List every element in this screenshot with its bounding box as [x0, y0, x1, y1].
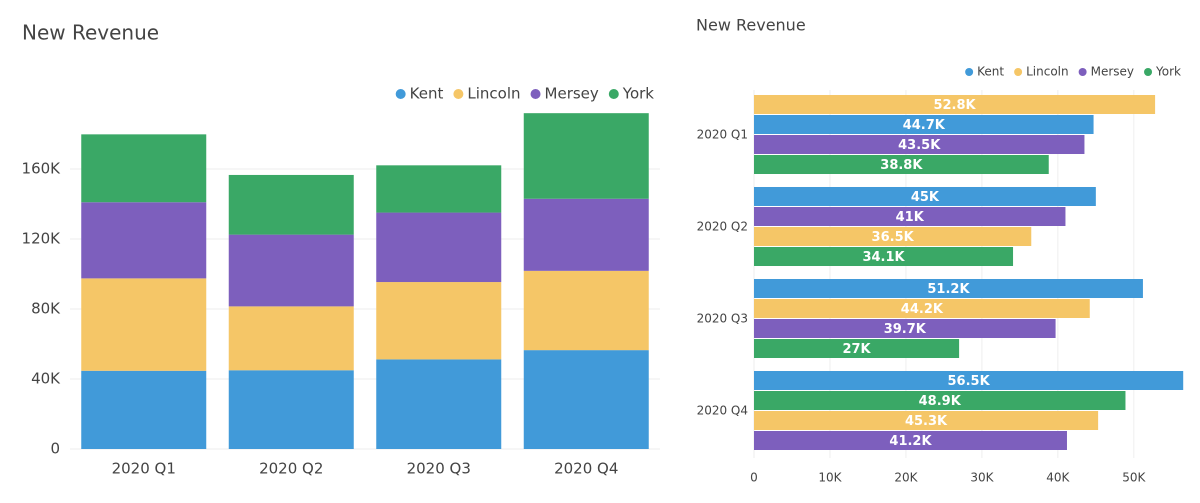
- y-tick-label: 2020 Q1: [697, 128, 748, 142]
- value-label: 27K: [842, 342, 871, 357]
- bar-segment: [228, 234, 354, 307]
- bar: [754, 299, 1090, 318]
- bar-segment: [228, 174, 354, 235]
- bar: [754, 279, 1143, 298]
- bar-segment: [376, 165, 502, 213]
- x-tick-label: 30K: [970, 471, 994, 485]
- value-label: 56.5K: [948, 374, 991, 389]
- value-label: 44.7K: [903, 118, 946, 133]
- legend-marker: [1014, 68, 1023, 76]
- bar-segment: [228, 306, 354, 371]
- x-tick-label: 2020 Q2: [259, 460, 323, 478]
- bar-segment: [81, 370, 207, 449]
- bar: [754, 371, 1184, 390]
- legend-label: Lincoln: [467, 85, 520, 103]
- legend-label: Mersey: [545, 85, 599, 103]
- value-label: 45K: [911, 190, 940, 205]
- value-label: 34.1K: [862, 250, 905, 265]
- bar-segment: [376, 359, 502, 449]
- bar-segment: [523, 198, 649, 271]
- bar-segment: [376, 282, 502, 360]
- chart-title: New Revenue: [22, 21, 159, 45]
- legend-label: Kent: [410, 85, 444, 103]
- value-label: 43.5K: [898, 138, 941, 153]
- value-label: 39.7K: [884, 322, 927, 337]
- bar: [754, 247, 1014, 266]
- bar: [754, 431, 1067, 450]
- legend-label: York: [622, 85, 655, 103]
- bar: [754, 411, 1099, 430]
- bar: [754, 95, 1156, 114]
- x-tick-label: 50K: [1122, 471, 1146, 485]
- legend-label: Lincoln: [1026, 65, 1069, 79]
- y-tick-label: 0: [50, 440, 60, 458]
- legend-marker: [395, 89, 406, 99]
- bar: [754, 207, 1066, 226]
- bar: [754, 115, 1094, 134]
- y-tick-label: 120K: [22, 230, 62, 248]
- bar: [754, 339, 960, 358]
- bar-segment: [81, 202, 207, 279]
- y-tick-label: 40K: [31, 370, 61, 388]
- y-tick-label: 2020 Q3: [697, 312, 748, 326]
- x-tick-label: 40K: [1046, 471, 1070, 485]
- bar-segment: [81, 278, 207, 371]
- bar-segment: [81, 134, 207, 203]
- bar-segment: [523, 113, 649, 199]
- bar-segment: [523, 270, 649, 351]
- value-label: 36.5K: [872, 230, 915, 245]
- legend-label: Mersey: [1091, 65, 1134, 79]
- value-label: 45.3K: [905, 414, 948, 429]
- y-tick-label: 160K: [22, 160, 62, 178]
- legend-label: York: [1155, 65, 1181, 79]
- value-label: 38.8K: [880, 158, 923, 173]
- legend-marker: [530, 89, 541, 99]
- x-tick-label: 10K: [818, 471, 842, 485]
- legend-marker: [1144, 68, 1153, 76]
- bar: [754, 227, 1032, 246]
- x-tick-label: 0: [750, 471, 758, 485]
- y-tick-label: 2020 Q2: [697, 220, 748, 234]
- x-tick-label: 2020 Q3: [407, 460, 471, 478]
- legend-marker: [608, 89, 619, 99]
- bar-segment: [523, 350, 649, 449]
- bar: [754, 135, 1085, 154]
- bar: [754, 187, 1096, 206]
- value-label: 51.2K: [927, 282, 970, 297]
- bar-segment: [376, 212, 502, 283]
- legend-marker: [1078, 68, 1087, 76]
- value-label: 41K: [896, 210, 925, 225]
- legend-marker: [965, 68, 974, 76]
- value-label: 44.2K: [901, 302, 944, 317]
- x-tick-label: 2020 Q4: [554, 460, 618, 478]
- x-tick-label: 2020 Q1: [112, 460, 176, 478]
- value-label: 41.2K: [889, 434, 932, 449]
- legend-marker: [453, 89, 464, 99]
- value-label: 52.8K: [933, 98, 976, 113]
- x-tick-label: 20K: [894, 471, 918, 485]
- bar-segment: [228, 370, 354, 449]
- y-tick-label: 2020 Q4: [697, 404, 748, 418]
- bar: [754, 319, 1056, 338]
- value-label: 48.9K: [919, 394, 962, 409]
- y-tick-label: 80K: [31, 300, 61, 318]
- bar: [754, 391, 1126, 410]
- bar: [754, 155, 1049, 174]
- chart-title: New Revenue: [696, 16, 806, 35]
- legend-label: Kent: [977, 65, 1004, 79]
